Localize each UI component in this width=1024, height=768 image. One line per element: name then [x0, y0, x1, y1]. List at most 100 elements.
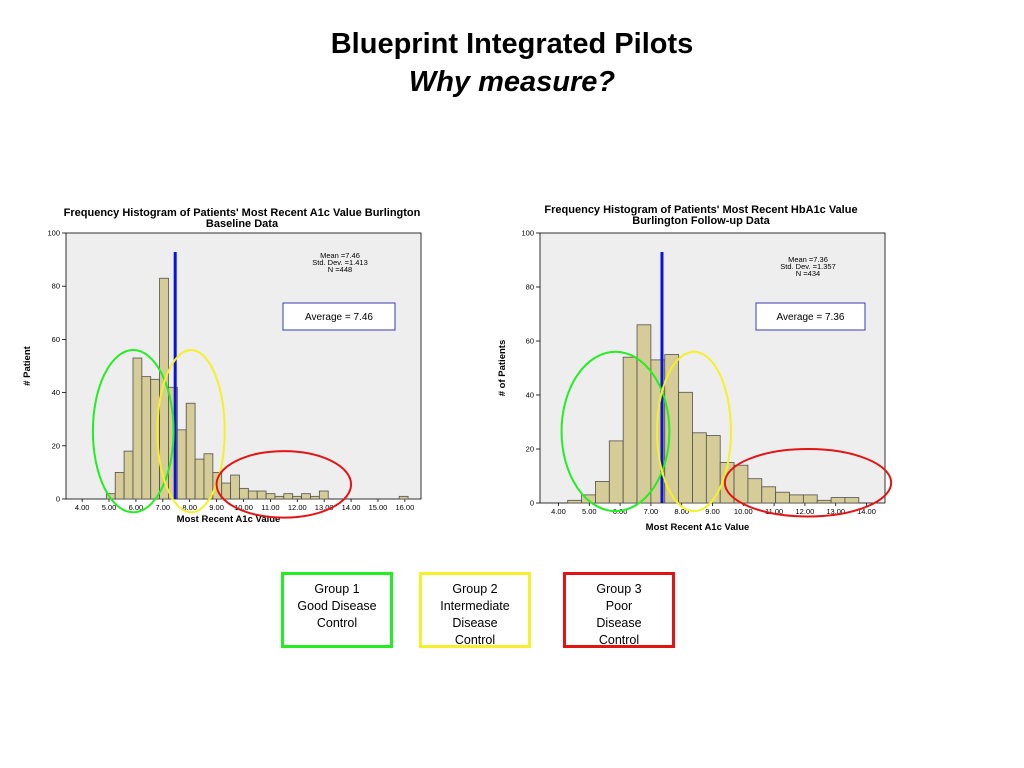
- chart2-histogram-bar: [692, 432, 707, 504]
- chart1-x-tick-label: 11.00: [261, 503, 279, 512]
- chart1-histogram-bar: [283, 493, 294, 500]
- chart2-group1-ellipse: [560, 350, 671, 513]
- chart2-histogram-bar: [678, 391, 693, 504]
- chart2-x-tick-label: 7.00: [644, 507, 659, 516]
- chart1-x-tick-label: 10.00: [234, 503, 253, 512]
- chart1-x-tick-label: 16.00: [395, 503, 414, 512]
- legend-group1-line2: Good Disease: [297, 599, 377, 613]
- chart2-stats-mean: Mean =7.36: [788, 255, 828, 264]
- legend-group2-box: Group 2 Intermediate Disease Control: [419, 572, 531, 648]
- chart1-title-line2: Baseline Data: [206, 218, 279, 230]
- chart1-histogram-bar: [185, 402, 196, 500]
- chart1-histogram-bar: [398, 495, 409, 500]
- chart2-x-axis-label: Most Recent A1c Value: [646, 522, 750, 533]
- chart1-histogram-bar: [265, 493, 276, 500]
- chart2-group3-ellipse: [723, 448, 893, 518]
- legend-group2-line3: Disease: [452, 616, 498, 630]
- chart2-x-tick-label: 4.00: [551, 507, 566, 516]
- chart2-x-tick-label: 10.00: [734, 507, 753, 516]
- chart2-histogram-bar: [775, 491, 790, 504]
- chart1-group2-ellipse: [156, 349, 226, 514]
- chart2-histogram-bar: [567, 499, 582, 504]
- chart2-title-line1: Frequency Histogram of Patients' Most Re…: [544, 204, 857, 216]
- chart1-y-tick-label: 80: [52, 282, 60, 291]
- chart1-stats-n: N =448: [328, 265, 352, 274]
- chart1-histogram-bar: [176, 429, 187, 500]
- chart1-average-label: Average = 7.46: [305, 312, 373, 323]
- chart2-x-tick-label: 13.00: [826, 507, 845, 516]
- chart1-x-tick-label: 12.00: [288, 503, 307, 512]
- chart1-histogram-bar: [256, 490, 267, 500]
- chart2-x-tick-label: 12.00: [796, 507, 815, 516]
- chart1-x-tick-label: 6.00: [129, 503, 144, 512]
- chart1-x-tick-label: 8.00: [182, 503, 197, 512]
- chart1-y-tick-label: 20: [52, 441, 60, 450]
- chart2-title-line2: Burlington Follow-up Data: [632, 215, 770, 227]
- chart2-histogram-bar: [636, 324, 652, 504]
- chart1-average-box: [282, 302, 396, 331]
- chart1-x-tick-label: 9.00: [209, 503, 224, 512]
- chart1-y-axis-label: # Patient: [22, 345, 33, 385]
- chart1-x-tick-label: 5.00: [102, 503, 117, 512]
- chart2-histogram-bar: [733, 464, 749, 504]
- chart1-x-tick-label: 7.00: [156, 503, 171, 512]
- chart2-histogram-bar: [595, 480, 610, 504]
- chart1-x-tick-label: 4.00: [75, 503, 90, 512]
- chart2-x-tick-label: 8.00: [674, 507, 689, 516]
- legend-group3-line1: Group 3: [596, 582, 642, 596]
- chart2-x-tick-label: 9.00: [705, 507, 720, 516]
- chart1-histogram-bar: [114, 471, 125, 500]
- chart2-histogram-bar: [747, 478, 763, 504]
- slide-subtitle: Why measure?: [408, 66, 616, 98]
- chart2-stats-std-dev: Std. Dev. =1.357: [780, 262, 836, 271]
- chart1-stats-mean: Mean =7.46: [320, 251, 360, 260]
- chart2-group2-ellipse: [656, 350, 732, 513]
- legend-group1-box: Group 1 Good Disease Control: [281, 572, 393, 648]
- legend-group1-line1: Group 1: [314, 582, 360, 596]
- chart2-y-axis-label: # of Patients: [497, 340, 508, 397]
- chart1-histogram-bar: [301, 493, 311, 500]
- legend-group3-line2: Poor: [605, 599, 633, 613]
- legend-group3-line3: Disease: [596, 616, 642, 630]
- chart1-histogram-bar: [247, 490, 258, 500]
- chart1-title-line1: Frequency Histogram of Patients' Most Re…: [64, 207, 421, 219]
- legend-group2-line4: Control: [454, 633, 496, 647]
- chart2-y-tick-label: 40: [526, 391, 534, 400]
- chart1-histogram-bar: [310, 495, 320, 500]
- chart2-histogram-bar: [789, 494, 804, 504]
- chart2-y-tick-label: 100: [521, 229, 534, 238]
- chart1-group1-ellipse: [91, 349, 175, 514]
- chart1-histogram-bar: [132, 357, 143, 500]
- chart1-group3-ellipse: [215, 450, 353, 519]
- chart2-histogram-bar: [816, 499, 832, 504]
- chart1-y-tick-label: 60: [52, 335, 60, 344]
- chart2-x-tick-label: 14.00: [857, 507, 876, 516]
- chart2-histogram-bar: [622, 356, 638, 504]
- chart1-histogram-bar: [239, 487, 249, 500]
- chart1-histogram-bar: [141, 376, 152, 500]
- legend-group2-line1: Group 2: [452, 582, 498, 596]
- chart2-y-tick-label: 0: [530, 499, 534, 508]
- chart1-plot-area: [65, 232, 422, 500]
- chart1-y-tick-label: 0: [56, 495, 60, 504]
- chart2-histogram-bar: [844, 497, 860, 504]
- chart2-x-tick-label: 5.00: [582, 507, 597, 516]
- chart2-histogram-bar: [830, 497, 846, 504]
- chart1-histogram-bar: [274, 495, 285, 500]
- legend-group3-line4: Control: [598, 633, 640, 647]
- chart1-histogram-bar: [194, 458, 205, 500]
- chart1-histogram-bar: [123, 450, 134, 500]
- chart2-y-tick-label: 80: [526, 283, 534, 292]
- chart1-y-tick-label: 40: [52, 388, 60, 397]
- chart2-y-tick-label: 20: [526, 445, 534, 454]
- chart2-y-tick-label: 60: [526, 337, 534, 346]
- chart1-histogram-bar: [203, 453, 214, 500]
- legend-group2-line2: Intermediate: [440, 599, 510, 613]
- chart1-histogram-bar: [221, 482, 231, 500]
- chart2-histogram-bar: [761, 486, 777, 504]
- slide-title: Blueprint Integrated Pilots: [330, 28, 694, 60]
- chart1-y-tick-label: 100: [47, 229, 60, 238]
- chart1-stats-std-dev: Std. Dev. =1.413: [312, 258, 368, 267]
- legend-group1-line3: Control: [316, 616, 358, 630]
- chart1-histogram-bar: [292, 495, 302, 500]
